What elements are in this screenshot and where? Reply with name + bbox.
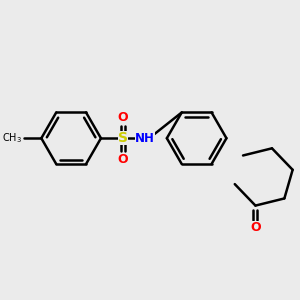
Text: S: S <box>118 131 128 145</box>
Text: O: O <box>118 152 128 166</box>
Text: O: O <box>250 221 261 234</box>
Text: O: O <box>118 111 128 124</box>
Text: NH: NH <box>135 132 155 145</box>
Text: CH$_3$: CH$_3$ <box>2 131 22 145</box>
